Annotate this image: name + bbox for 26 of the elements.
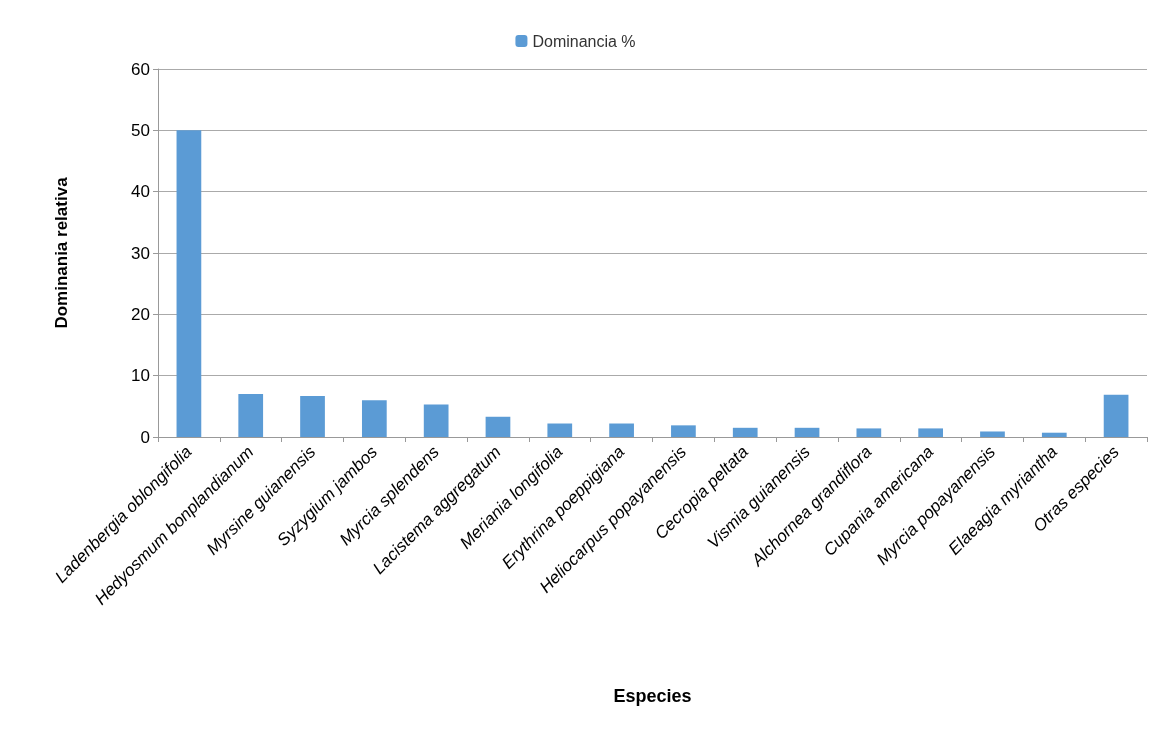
bar xyxy=(980,431,1005,437)
y-tick-label: 20 xyxy=(131,304,150,324)
y-tick-label: 30 xyxy=(131,243,150,263)
bar xyxy=(856,428,882,437)
y-tick-label: 0 xyxy=(140,427,150,447)
y-tick-label: 10 xyxy=(131,366,150,386)
bar xyxy=(794,427,820,437)
bar xyxy=(1041,432,1067,437)
bar xyxy=(547,423,573,437)
bar xyxy=(671,425,696,437)
bar xyxy=(300,395,325,437)
bar xyxy=(609,423,634,437)
x-axis-title: Especies xyxy=(613,686,692,706)
bar xyxy=(1103,394,1129,437)
y-tick-label: 60 xyxy=(131,59,150,79)
y-axis-title: Dominania relativa xyxy=(52,176,71,329)
bar xyxy=(918,428,944,437)
bar xyxy=(485,416,511,437)
y-tick-label: 50 xyxy=(131,120,150,140)
bar xyxy=(176,130,202,437)
bar xyxy=(732,427,758,437)
bar xyxy=(361,400,387,437)
bar xyxy=(238,394,264,437)
y-tick-label: 40 xyxy=(131,182,150,202)
legend-label: Dominancia % xyxy=(532,32,636,50)
bar xyxy=(423,404,449,437)
